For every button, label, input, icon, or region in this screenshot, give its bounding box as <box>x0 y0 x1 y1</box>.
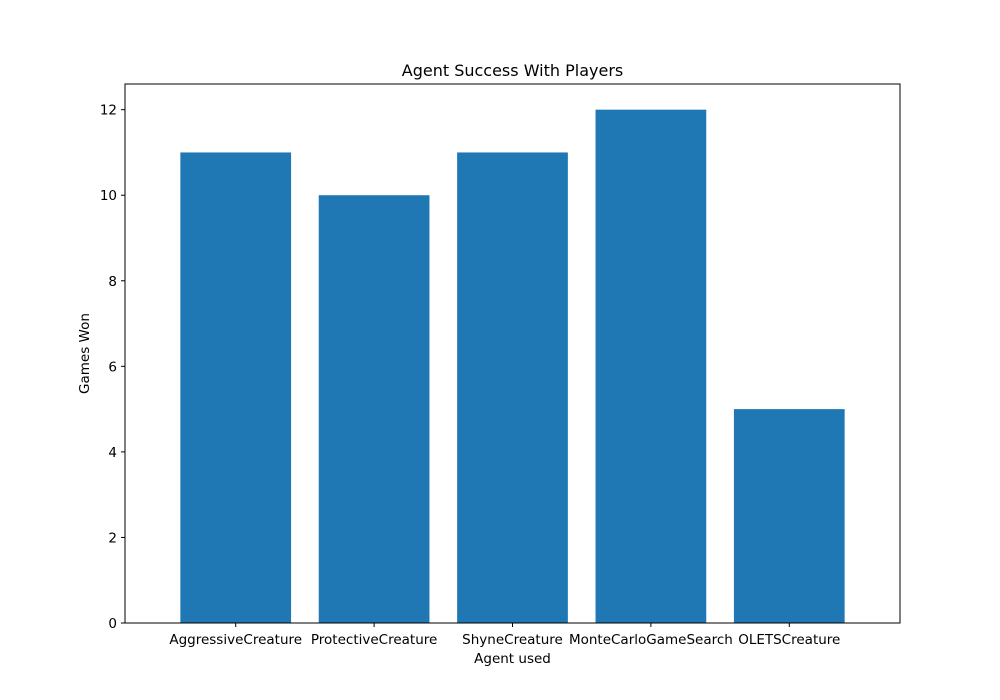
x-tick-label-ProtectiveCreature: ProtectiveCreature <box>311 632 437 648</box>
bar-ProtectiveCreature <box>318 195 430 623</box>
x-tick-label-AggressiveCreature: AggressiveCreature <box>169 632 302 648</box>
bar-MonteCarloGameSearch <box>595 109 707 623</box>
chart-title: Agent Success With Players <box>402 61 623 80</box>
x-axis-ticks: AggressiveCreature ProtectiveCreature Shyn… <box>169 623 840 648</box>
x-tick-label-MonteCarloGameSearch: MonteCarloGameSearch <box>569 632 733 648</box>
x-tick-label-OLETSCreature: OLETSCreature <box>738 632 840 648</box>
y-tick-label: 8 <box>108 274 117 290</box>
y-tick-label: 10 <box>100 188 117 204</box>
y-tick-label: 0 <box>108 616 117 632</box>
x-axis-label: Agent used <box>474 651 551 667</box>
plot-frame <box>124 83 901 624</box>
bar-AggressiveCreature <box>180 152 292 623</box>
y-axis-label: Games Won <box>77 313 93 394</box>
y-tick-label: 4 <box>108 445 117 461</box>
y-axis-ticks: 0 2 4 6 8 10 12 <box>100 103 125 632</box>
bar-ShyneCreature <box>457 152 568 623</box>
bars-group <box>180 109 845 623</box>
x-tick-label-ShyneCreature: ShyneCreature <box>462 632 563 648</box>
y-tick-label: 12 <box>100 103 117 119</box>
y-tick-label: 2 <box>108 530 117 546</box>
bar-OLETSCreature <box>733 409 845 623</box>
y-tick-label: 6 <box>108 359 117 375</box>
